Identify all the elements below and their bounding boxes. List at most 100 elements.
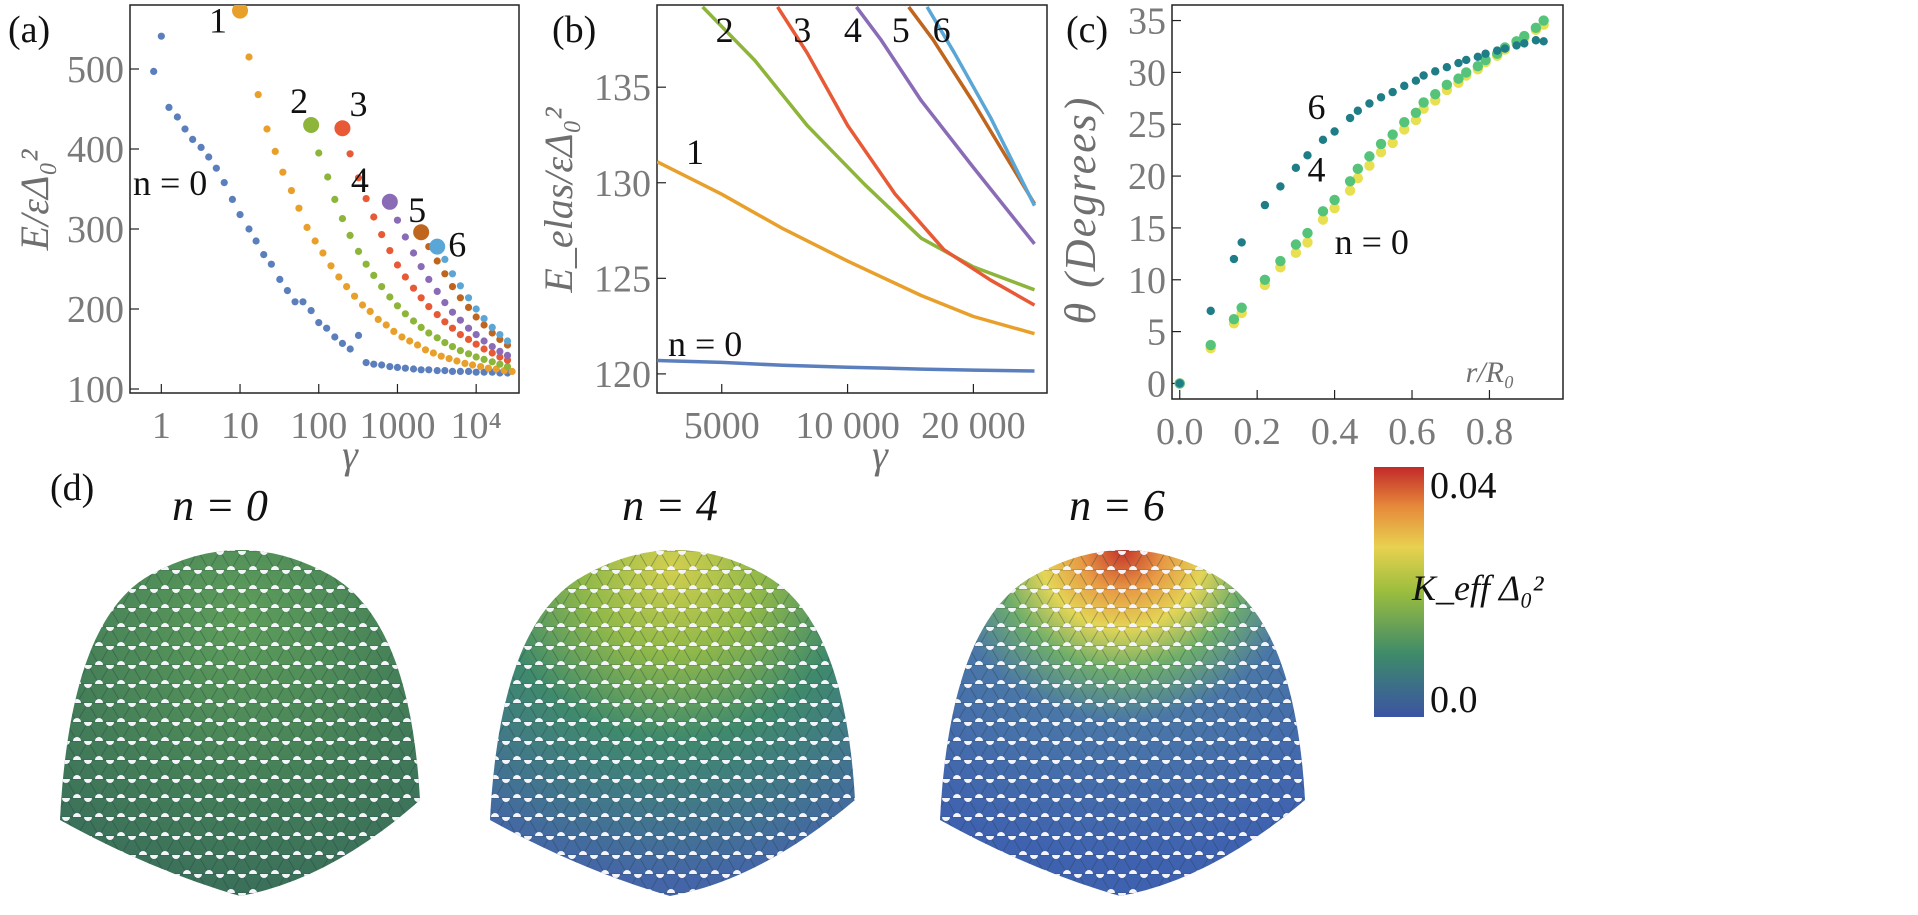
chart-a-point-n0	[276, 275, 284, 283]
chart-a-point-n2	[378, 283, 386, 291]
chart-c-point-n6	[1318, 135, 1328, 144]
chart-a-ytick-label: 200	[67, 289, 124, 331]
chart-a-point-n0	[393, 363, 402, 371]
chart-c-point-n6	[1365, 99, 1374, 108]
chart-c-xtick-label: 0.6	[1388, 411, 1436, 453]
chart-c-xtick-label: 0.2	[1233, 411, 1281, 453]
chart-a: 1 10 100 1000 10⁴ 100 200 300 400 500 γ E/εΔ₀² 1 2…	[12, 1, 520, 477]
chart-a-point-n3	[386, 247, 394, 255]
chart-c-point-n0	[1387, 137, 1398, 149]
chart-c-point-n6	[1353, 106, 1363, 115]
chart-a-point-n0	[401, 364, 409, 372]
chart-c-point-n4	[1205, 339, 1216, 351]
chart-a-point-n1	[382, 321, 390, 329]
chart-c-point-n0	[1344, 185, 1356, 196]
chart-a-point-n2	[496, 360, 504, 368]
chart-a-point-n1	[263, 125, 271, 133]
chart-c-frame	[1171, 4, 1564, 400]
chart-a-point-n4	[441, 299, 449, 307]
chart-a-point-n2	[354, 247, 363, 255]
chart-a-point-n0	[228, 195, 237, 203]
chart-a-series-label-n5: 5	[408, 190, 426, 230]
chart-a-point-n0	[157, 32, 165, 40]
chart-a-point-n0	[354, 331, 363, 339]
chart-a-point-n1	[335, 273, 343, 281]
chart-a-point-n1	[445, 355, 453, 363]
chart-c-point-n6	[1431, 67, 1440, 76]
chart-a-point-n2	[433, 334, 441, 342]
chart-a-point-n1	[287, 187, 296, 195]
chart-b-xtick-label: 20 000	[921, 405, 1026, 447]
chart-c-point-n6	[1473, 52, 1483, 62]
chart-a-point-n3	[401, 273, 409, 281]
chart-c-point-n6	[1303, 151, 1312, 160]
chart-a-point-n0	[220, 179, 228, 187]
chart-a-point-n1	[232, 5, 249, 19]
chart-c-point-n4	[1519, 30, 1530, 42]
chart-b-frame	[656, 4, 1048, 394]
chart-c-point-n6	[1175, 379, 1184, 388]
chart-a-xtick-label: 10⁴	[451, 405, 502, 447]
chart-a-point-n0	[299, 298, 307, 306]
chart-a-point-n1	[271, 147, 279, 155]
chart-b-n0-annotation: n = 0	[668, 324, 742, 364]
chart-a-point-n0	[315, 319, 323, 327]
chart-c-ytick-label: 10	[1128, 260, 1166, 302]
chart-c-point-n6	[1454, 58, 1463, 68]
chart-c-point-n4	[1453, 73, 1464, 84]
chart-c-ylabel: θ (Degrees)	[1056, 96, 1105, 325]
colorbar-min-label: 0.0	[1430, 679, 1478, 721]
chart-b-line-n6	[925, 6, 1037, 207]
chart-a-point-n3	[496, 353, 504, 361]
chart-a-point-n3	[488, 349, 496, 357]
chart-b-ytick-label: 130	[594, 163, 651, 205]
dome-n6	[940, 550, 1305, 896]
chart-a-point-n3	[354, 174, 363, 182]
chart-a-point-n4	[393, 216, 402, 224]
chart-b-xtick-label: 10 000	[795, 405, 900, 447]
chart-a-point-n4	[425, 275, 433, 283]
chart-a-point-n1	[343, 283, 351, 291]
chart-c-point-n4	[1275, 255, 1286, 267]
chart-c-point-n6	[1291, 163, 1301, 172]
chart-a-point-n2	[315, 149, 323, 157]
chart-a-point-n0	[386, 363, 394, 371]
chart-a-point-n5	[456, 294, 464, 302]
chart-c-point-n6	[1462, 55, 1471, 65]
chart-b-marks	[657, 5, 1037, 373]
chart-a-point-n4	[401, 233, 409, 241]
chart-a-point-n1	[245, 53, 253, 61]
chart-a-point-n1	[429, 349, 437, 357]
chart-a-point-n3	[378, 231, 386, 239]
chart-c-point-n6	[1206, 306, 1215, 316]
chart-c: 0.0 0.2 0.4 0.6 0.8 0 5 10 15 20 25 30 35 r/R₀ θ (De…	[1056, 1, 1564, 453]
chart-c-point-n6	[1539, 37, 1548, 46]
chart-a-point-n5	[488, 329, 496, 337]
chart-c-point-n4	[1302, 227, 1313, 239]
chart-a-point-n0	[441, 367, 449, 375]
chart-a-point-n5	[413, 224, 430, 241]
chart-b-series-label-n6: 6	[933, 10, 951, 50]
chart-a-xtick-label: 1	[152, 405, 171, 447]
chart-a-point-n4	[448, 308, 457, 316]
chart-a-point-n0	[245, 225, 253, 233]
chart-a-point-n3	[464, 335, 473, 343]
dome-title-n6: n = 6	[1069, 481, 1165, 530]
chart-c-point-n6	[1411, 76, 1421, 85]
chart-b-ytick-label: 125	[594, 258, 651, 300]
chart-a-point-n2	[324, 173, 332, 181]
chart-c-point-n6	[1419, 71, 1428, 80]
chart-a-point-n3	[370, 213, 378, 221]
chart-c-xtick-label: 0.8	[1466, 411, 1514, 453]
chart-a-point-n3	[441, 318, 449, 326]
chart-a-n0-annotation: n = 0	[133, 163, 207, 203]
chart-a-series-label-n2: 2	[290, 81, 308, 121]
dome-n4	[490, 550, 855, 896]
chart-a-point-n2	[409, 317, 418, 325]
panel-label-d: (d)	[50, 467, 94, 509]
chart-c-xtick-label: 0.4	[1311, 411, 1359, 453]
chart-a-point-n2	[488, 358, 496, 366]
chart-a-point-n1	[406, 337, 414, 345]
chart-c-labels: n = 04 6	[1307, 87, 1408, 262]
chart-a-point-n0	[425, 366, 433, 374]
